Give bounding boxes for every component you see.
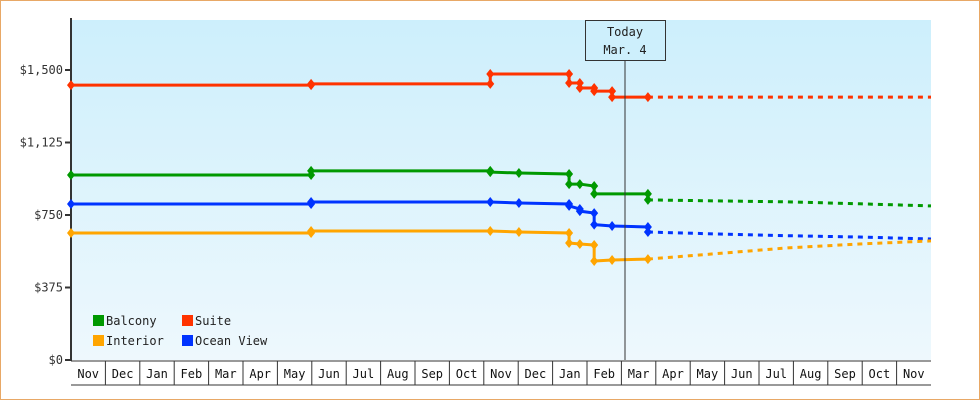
month-label: Feb	[181, 367, 203, 381]
month-label: Jun	[318, 367, 340, 381]
legend: Balcony Suite Interior Ocean View	[93, 314, 268, 348]
legend-swatch	[182, 335, 193, 346]
legend-swatch	[93, 315, 104, 326]
y-tick-label: $1,125	[20, 136, 63, 150]
y-tick-label: $1,500	[20, 63, 63, 77]
month-label: Aug	[387, 367, 409, 381]
month-label: Mar	[628, 367, 650, 381]
legend-item-suite: Suite	[182, 314, 231, 328]
month-label: Dec	[112, 367, 134, 381]
month-label: Sep	[421, 367, 443, 381]
month-label: Jan	[146, 367, 168, 381]
x-axis: Nov Dec Jan Feb Mar Apr May Jun Jul Aug Sep Oct Nov D…	[71, 360, 931, 386]
legend-item-interior: Interior	[93, 334, 164, 348]
legend-item-ocean-view: Ocean View	[182, 334, 268, 348]
month-label: Nov	[77, 367, 99, 381]
today-marker: Today Mar. 4	[585, 20, 666, 360]
month-label: May	[284, 367, 306, 381]
month-label: Jan	[559, 367, 581, 381]
today-date: Mar. 4	[603, 43, 646, 57]
month-label: Mar	[215, 367, 237, 381]
legend-label: Balcony	[106, 314, 157, 328]
legend-label: Interior	[106, 334, 164, 348]
month-label: Jul	[353, 367, 375, 381]
legend-item-balcony: Balcony	[93, 314, 157, 328]
month-label: Aug	[800, 367, 822, 381]
month-label: Apr	[249, 367, 271, 381]
month-label: Apr	[662, 367, 684, 381]
month-label: Nov	[490, 367, 512, 381]
month-label: Oct	[456, 367, 478, 381]
month-label: Feb	[593, 367, 615, 381]
y-axis: $1,500 $1,125 $750 $375 $0	[20, 18, 72, 367]
month-label: May	[697, 367, 719, 381]
month-label: Nov	[903, 367, 925, 381]
series-ocean-view	[67, 197, 932, 241]
y-tick-label: $375	[34, 281, 63, 295]
month-label: Sep	[834, 367, 856, 381]
legend-label: Suite	[195, 314, 231, 328]
today-label: Today	[607, 25, 643, 39]
month-label: Oct	[869, 367, 891, 381]
series-interior	[67, 226, 932, 267]
series-balcony	[67, 165, 932, 208]
month-label: Jul	[765, 367, 787, 381]
y-tick-label: $750	[34, 208, 63, 222]
legend-label: Ocean View	[195, 334, 268, 348]
month-label: Jun	[731, 367, 753, 381]
legend-swatch	[93, 335, 104, 346]
month-label: Dec	[525, 367, 547, 381]
series-suite	[67, 69, 931, 103]
legend-swatch	[182, 315, 193, 326]
series-lines	[67, 69, 932, 267]
y-tick-label: $0	[49, 353, 63, 367]
plot-area	[71, 20, 931, 360]
